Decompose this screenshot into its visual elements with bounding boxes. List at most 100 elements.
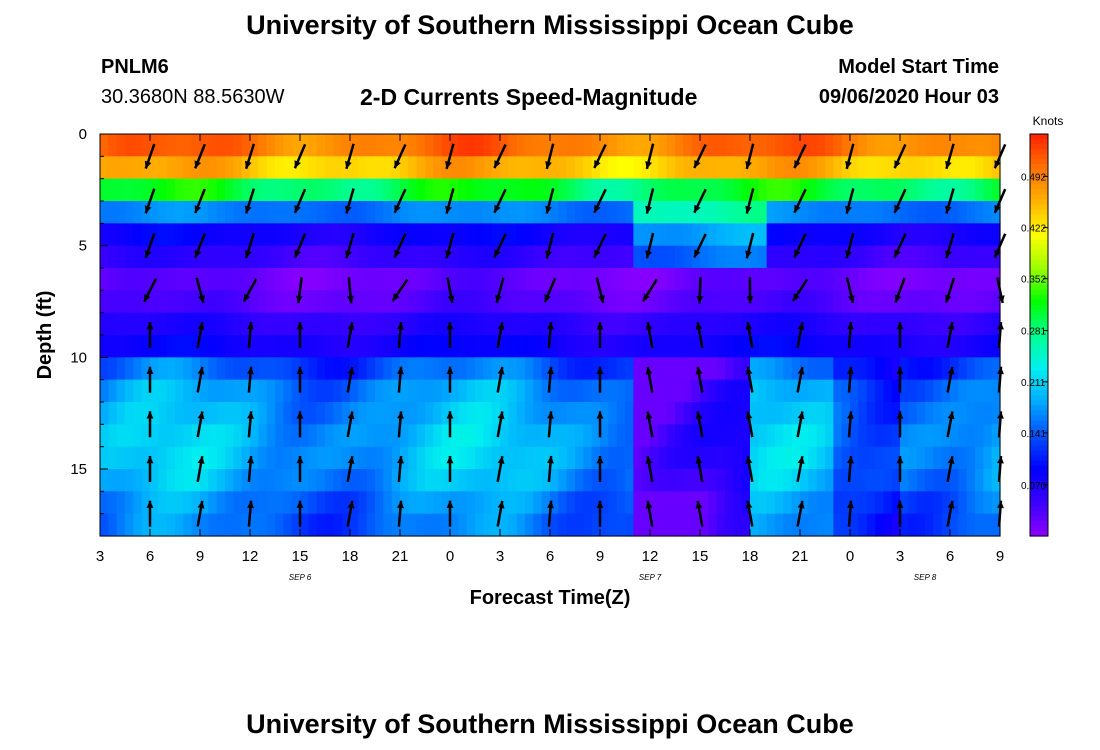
heatmap-cell bbox=[933, 134, 943, 157]
heatmap-cell bbox=[866, 201, 876, 224]
heatmap-cell bbox=[675, 424, 684, 448]
heatmap-cell bbox=[400, 156, 409, 180]
heatmap-cell bbox=[575, 201, 584, 224]
heatmap-cell bbox=[350, 134, 359, 157]
heatmap-cell bbox=[308, 402, 318, 425]
vector-arrowhead bbox=[446, 500, 454, 508]
vector-arrowhead bbox=[294, 160, 301, 169]
heatmap-cell bbox=[958, 134, 968, 157]
heatmap-cell bbox=[858, 245, 868, 269]
vector-arrowhead bbox=[547, 456, 554, 464]
heatmap-cell bbox=[900, 245, 909, 269]
heatmap-cell bbox=[183, 312, 193, 336]
heatmap-cell bbox=[883, 379, 893, 403]
heatmap-cell bbox=[816, 335, 826, 358]
heatmap-cell bbox=[991, 178, 1001, 202]
heatmap-cell bbox=[166, 201, 176, 224]
heatmap-cell bbox=[791, 469, 801, 492]
heatmap-cell bbox=[700, 312, 709, 336]
heatmap-cell bbox=[591, 201, 601, 224]
x-tick-label: 3 bbox=[496, 548, 504, 565]
heatmap-cell bbox=[533, 312, 543, 336]
heatmap-cell bbox=[841, 335, 851, 358]
vector-arrowhead bbox=[645, 250, 652, 259]
colorbar-band bbox=[1030, 219, 1048, 226]
heatmap-cell bbox=[850, 402, 859, 425]
heatmap-cell bbox=[633, 379, 643, 403]
heatmap-cell bbox=[425, 357, 434, 381]
heatmap-cell bbox=[541, 469, 551, 492]
heatmap-cell bbox=[966, 424, 976, 448]
heatmap-cell bbox=[266, 424, 276, 448]
heatmap-cell bbox=[975, 268, 984, 291]
heatmap-cell bbox=[575, 379, 584, 403]
heatmap-cell bbox=[133, 178, 143, 202]
heatmap-cell bbox=[300, 513, 309, 537]
heatmap-cell bbox=[975, 156, 984, 180]
heatmap-cell bbox=[816, 201, 826, 224]
heatmap-cell bbox=[908, 178, 918, 202]
heatmap-cell bbox=[966, 156, 976, 180]
heatmap-cell bbox=[666, 513, 676, 537]
heatmap-cell bbox=[983, 245, 993, 269]
heatmap-cell bbox=[175, 312, 184, 336]
heatmap-cell bbox=[600, 156, 609, 180]
heatmap-cell bbox=[491, 424, 501, 448]
heatmap-cell bbox=[316, 156, 326, 180]
heatmap-cell bbox=[616, 491, 626, 515]
heatmap-cell bbox=[775, 134, 784, 157]
heatmap-cell bbox=[366, 491, 376, 515]
heatmap-cell bbox=[241, 312, 251, 336]
colorbar-band bbox=[1030, 254, 1048, 261]
heatmap-cell bbox=[883, 290, 893, 314]
heatmap-cell bbox=[300, 446, 309, 470]
heatmap-cell bbox=[958, 469, 968, 492]
heatmap-cell bbox=[333, 491, 343, 515]
heatmap-cell bbox=[375, 469, 384, 492]
heatmap-cell bbox=[391, 134, 401, 157]
heatmap-cell bbox=[566, 134, 576, 157]
heatmap-cell bbox=[925, 357, 934, 381]
heatmap-cell bbox=[666, 268, 676, 291]
heatmap-cell bbox=[908, 290, 918, 314]
heatmap-cell bbox=[525, 379, 534, 403]
heatmap-cell bbox=[350, 513, 359, 537]
heatmap-cell bbox=[450, 402, 459, 425]
heatmap-cell bbox=[616, 268, 626, 291]
heatmap-cell bbox=[783, 156, 793, 180]
heatmap-cell bbox=[916, 178, 926, 202]
heatmap-cell bbox=[566, 178, 576, 202]
heatmap-cell bbox=[983, 402, 993, 425]
vector-arrowhead bbox=[146, 500, 154, 508]
heatmap-cell bbox=[191, 402, 201, 425]
heatmap-cell bbox=[683, 379, 693, 403]
heatmap-cell bbox=[283, 335, 293, 358]
heatmap-cell bbox=[841, 424, 851, 448]
heatmap-cell bbox=[850, 446, 859, 470]
heatmap-cell bbox=[275, 402, 284, 425]
heatmap-cell bbox=[891, 357, 901, 381]
heatmap-cell bbox=[816, 178, 826, 202]
heatmap-cell bbox=[475, 290, 484, 314]
heatmap-cell bbox=[875, 402, 884, 425]
heatmap-cell bbox=[275, 491, 284, 515]
heatmap-cell bbox=[650, 268, 659, 291]
heatmap-cell bbox=[441, 402, 451, 425]
heatmap-cell bbox=[600, 268, 609, 291]
heatmap-cell bbox=[550, 402, 559, 425]
heatmap-cell bbox=[975, 513, 984, 537]
heatmap-cell bbox=[966, 335, 976, 358]
heatmap-cell bbox=[191, 491, 201, 515]
vector-arrowhead bbox=[847, 456, 854, 464]
heatmap-cell bbox=[541, 268, 551, 291]
heatmap-cell bbox=[875, 312, 884, 336]
heatmap-cell bbox=[433, 178, 443, 202]
heatmap-cell bbox=[250, 402, 259, 425]
heatmap-cell bbox=[200, 201, 209, 224]
heatmap-cell bbox=[116, 312, 126, 336]
colorbar-band bbox=[1030, 299, 1048, 306]
vector-arrowhead bbox=[896, 411, 904, 419]
vector-arrowhead bbox=[745, 366, 753, 375]
heatmap-cell bbox=[633, 446, 643, 470]
